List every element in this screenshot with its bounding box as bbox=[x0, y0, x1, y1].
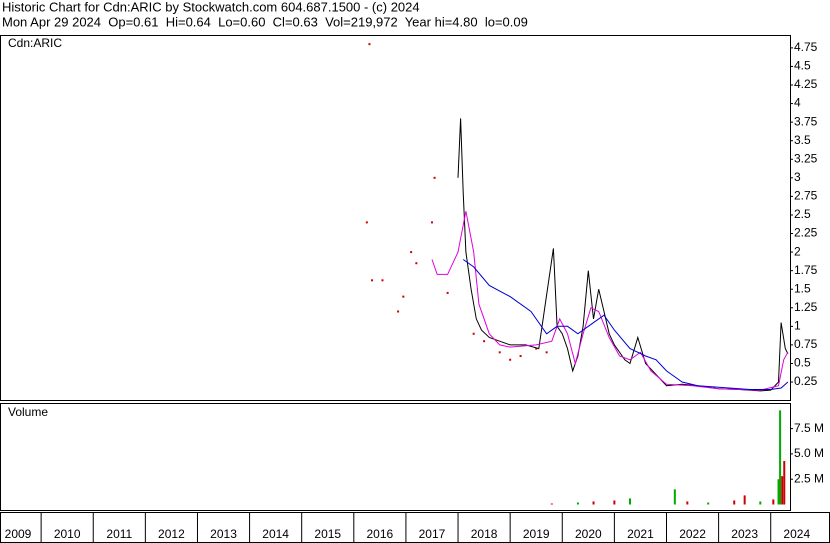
x-tick-label: 2018 bbox=[471, 527, 498, 541]
y-tick-label: 5.0 M bbox=[794, 446, 824, 460]
y-tick-label: 4.75 bbox=[794, 40, 818, 54]
price-dot bbox=[519, 355, 522, 358]
y-tick-label: 0.75 bbox=[794, 337, 818, 351]
price-dot bbox=[498, 351, 501, 354]
y-tick-label: 7.5 M bbox=[794, 421, 824, 435]
y-tick-label: 3.25 bbox=[794, 151, 818, 165]
volume-bar bbox=[592, 501, 595, 505]
volume-bar bbox=[686, 501, 689, 505]
y-tick-label: 2.75 bbox=[794, 189, 818, 203]
price-dot bbox=[371, 279, 374, 282]
y-tick-label: 1.75 bbox=[794, 263, 818, 277]
y-tick-label: 4.5 bbox=[794, 59, 811, 73]
volume-bar bbox=[743, 495, 746, 505]
x-tick-label: 2023 bbox=[731, 527, 758, 541]
y-tick-label: 4.25 bbox=[794, 77, 818, 91]
x-tick-label: 2019 bbox=[523, 527, 550, 541]
x-tick-label: 2021 bbox=[627, 527, 654, 541]
price-dot bbox=[381, 279, 384, 282]
x-tick-label: 2013 bbox=[210, 527, 237, 541]
y-tick-label: 2 bbox=[794, 244, 801, 258]
price-dot bbox=[545, 351, 548, 354]
price-panel bbox=[0, 35, 791, 401]
price-line bbox=[431, 211, 789, 391]
y-tick-label: 3 bbox=[794, 170, 801, 184]
price-dot bbox=[430, 221, 433, 224]
y-tick-label: 3.75 bbox=[794, 114, 818, 128]
symbol-label: Cdn:ARIC bbox=[8, 36, 62, 50]
price-dot bbox=[365, 221, 368, 224]
price-dot bbox=[535, 347, 538, 350]
volume-label: Volume bbox=[8, 405, 48, 419]
y-tick-label: 3.5 bbox=[794, 133, 811, 147]
price-dot bbox=[415, 262, 418, 265]
volume-bar bbox=[550, 503, 553, 505]
volume-bar bbox=[781, 476, 784, 505]
x-tick-label: 2022 bbox=[679, 527, 706, 541]
volume-bar bbox=[733, 500, 736, 505]
x-tick-label: 2020 bbox=[575, 527, 602, 541]
price-dot bbox=[483, 340, 486, 343]
y-tick-label: 2.5 M bbox=[794, 471, 824, 485]
price-dot bbox=[410, 251, 413, 254]
price-dot bbox=[509, 358, 512, 361]
volume-bar bbox=[629, 498, 632, 505]
y-tick-label: 0.5 bbox=[794, 356, 811, 370]
price-dot bbox=[368, 43, 371, 46]
y-tick-label: 1 bbox=[794, 319, 801, 333]
x-tick-label: 2016 bbox=[367, 527, 394, 541]
volume-bar bbox=[779, 410, 782, 505]
price-dot bbox=[402, 295, 405, 298]
volume-bar bbox=[707, 502, 710, 505]
x-tick-label: 2017 bbox=[419, 527, 446, 541]
x-tick-label: 2012 bbox=[158, 527, 185, 541]
price-dot bbox=[433, 176, 436, 179]
volume-bar bbox=[783, 460, 786, 505]
y-tick-label: 2.5 bbox=[794, 207, 811, 221]
volume-bar bbox=[777, 479, 780, 505]
quote-line: Mon Apr 29 2024 Op=0.61 Hi=0.64 Lo=0.60 … bbox=[2, 14, 528, 29]
x-tick-label: 2011 bbox=[106, 527, 132, 541]
price-dot bbox=[446, 291, 449, 294]
x-tick-label: 2015 bbox=[314, 527, 341, 541]
volume-panel bbox=[0, 403, 791, 511]
price-dot bbox=[472, 332, 475, 335]
volume-bar bbox=[613, 500, 616, 505]
y-tick-label: 4 bbox=[794, 96, 801, 110]
x-tick-label: 2014 bbox=[262, 527, 289, 541]
price-line bbox=[462, 259, 789, 390]
y-tick-label: 0.25 bbox=[794, 374, 818, 388]
price-dot bbox=[397, 310, 400, 313]
y-tick-label: 1.25 bbox=[794, 300, 818, 314]
volume-bar bbox=[576, 502, 579, 505]
volume-bar bbox=[673, 489, 676, 505]
x-tick-label: 2010 bbox=[54, 527, 81, 541]
x-tick-label: 2024 bbox=[783, 527, 810, 541]
y-tick-label: 1.5 bbox=[794, 281, 811, 295]
volume-bar bbox=[772, 499, 775, 505]
x-tick-label: 2009 bbox=[5, 527, 32, 541]
volume-bar bbox=[759, 501, 762, 505]
chart-title: Historic Chart for Cdn:ARIC by Stockwatc… bbox=[2, 0, 420, 14]
y-tick-label: 2.25 bbox=[794, 226, 818, 240]
